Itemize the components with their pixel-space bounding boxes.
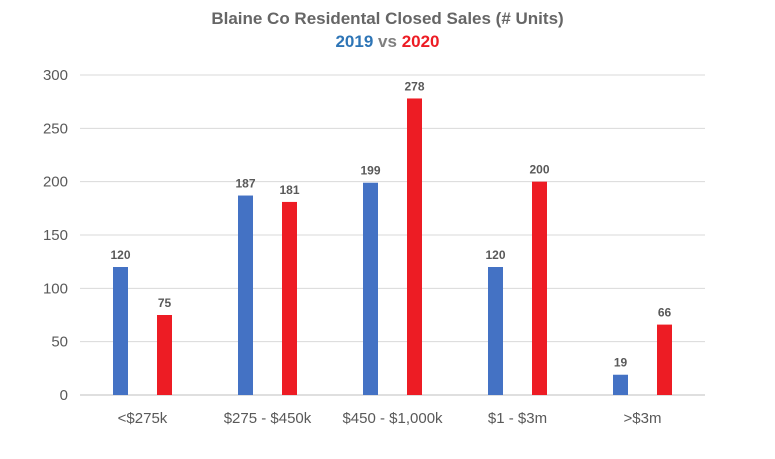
y-tick-label: 250 bbox=[43, 120, 68, 137]
y-tick-label: 300 bbox=[43, 67, 68, 84]
bar-2020-3 bbox=[532, 181, 547, 395]
bar-2020-0 bbox=[157, 315, 172, 395]
subtitle-connector: vs bbox=[378, 32, 397, 51]
bar-2020-2 bbox=[407, 98, 422, 395]
data-label-2020-2: 278 bbox=[404, 79, 424, 93]
data-label-2020-3: 200 bbox=[529, 163, 549, 177]
x-tick-label: <$275k bbox=[118, 410, 168, 427]
bar-2020-1 bbox=[282, 201, 297, 395]
y-tick-label: 150 bbox=[43, 227, 68, 244]
bar-2019-3 bbox=[488, 267, 503, 395]
subtitle-series-2020: 2020 bbox=[401, 32, 440, 51]
chart-subtitle: 2019 vs 2020 bbox=[0, 30, 775, 54]
data-label-2020-1: 181 bbox=[279, 183, 299, 197]
data-label-2019-0: 120 bbox=[110, 248, 130, 262]
y-tick-label: 200 bbox=[43, 174, 68, 191]
chart-title: Blaine Co Residental Closed Sales (# Uni… bbox=[211, 9, 564, 28]
y-tick-label: 0 bbox=[60, 387, 68, 404]
y-tick-label: 50 bbox=[51, 334, 68, 351]
data-label-2019-4: 19 bbox=[614, 356, 628, 370]
data-label-2020-0: 75 bbox=[158, 296, 172, 310]
data-label-2020-4: 66 bbox=[658, 306, 672, 320]
bar-2019-1 bbox=[238, 195, 253, 395]
data-label-2019-3: 120 bbox=[485, 248, 505, 262]
data-label-2019-2: 199 bbox=[360, 164, 380, 178]
y-tick-label: 100 bbox=[43, 280, 68, 297]
subtitle-series-2019: 2019 bbox=[335, 32, 374, 51]
x-tick-label: >$3m bbox=[624, 410, 662, 427]
chart-title-block: Blaine Co Residental Closed Sales (# Uni… bbox=[0, 8, 775, 54]
bar-2019-4 bbox=[613, 374, 628, 395]
x-tick-label: $275 - $450k bbox=[224, 410, 312, 427]
x-tick-label: $1 - $3m bbox=[488, 410, 547, 427]
bar-2020-4 bbox=[657, 324, 672, 395]
data-label-2019-1: 187 bbox=[235, 177, 255, 191]
x-tick-label: $450 - $1,000k bbox=[342, 410, 443, 427]
bar-2019-2 bbox=[363, 182, 378, 395]
bar-2019-0 bbox=[113, 267, 128, 395]
